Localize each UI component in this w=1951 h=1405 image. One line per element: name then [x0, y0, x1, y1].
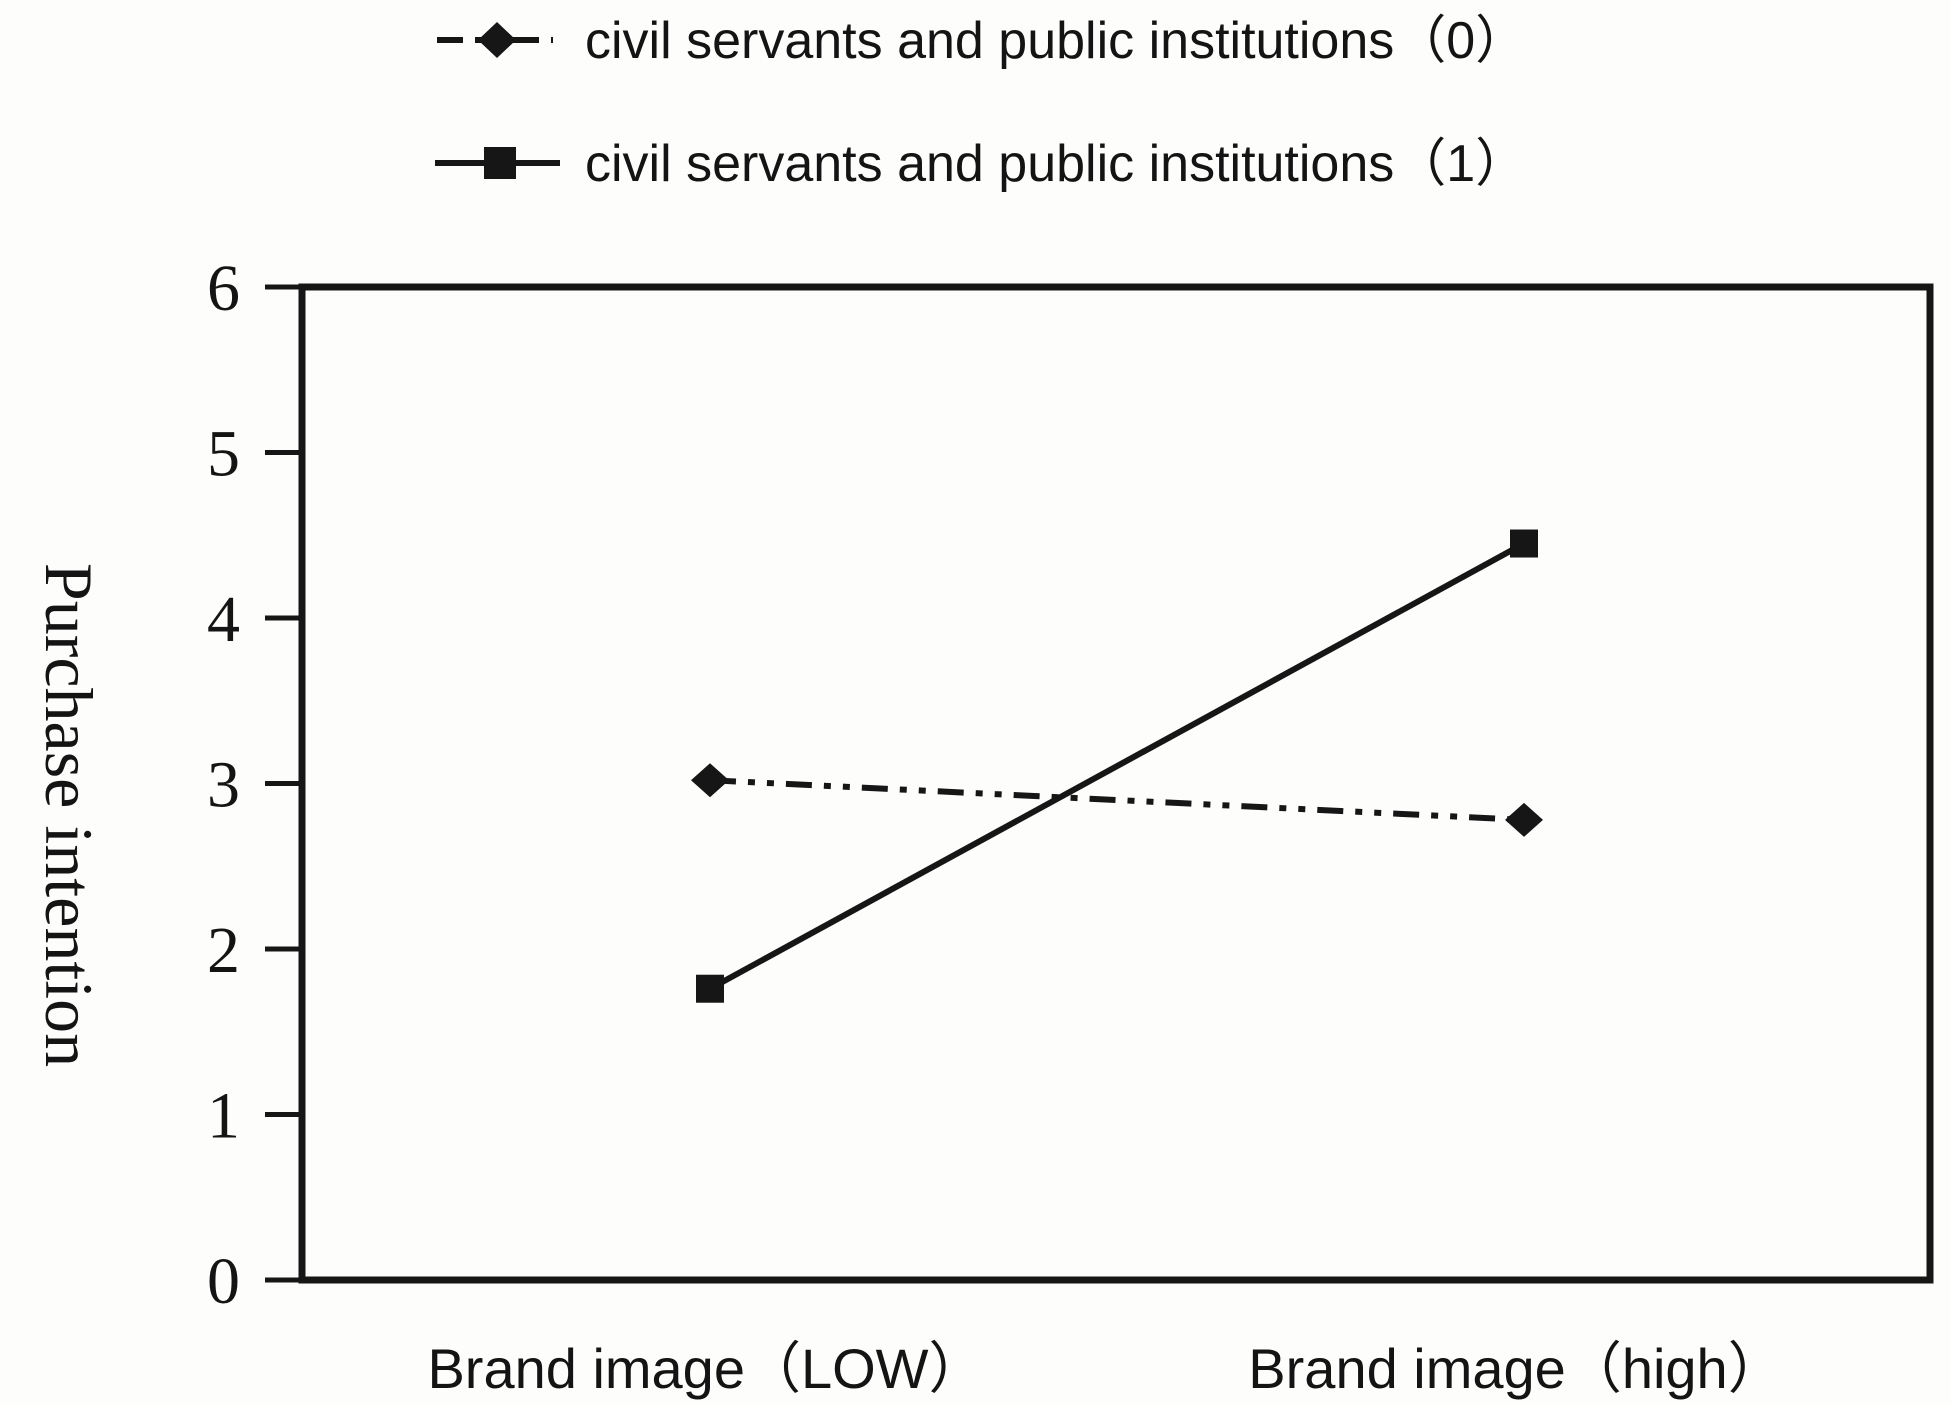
y-tick-label: 2 — [207, 914, 240, 987]
x-tick-label-high: Brand image（high） — [1248, 1337, 1783, 1400]
square-marker — [696, 974, 724, 1003]
plot-frame — [298, 283, 1934, 1284]
y-tick-label: 5 — [207, 418, 240, 491]
y-tick-label: 6 — [207, 252, 240, 325]
series-line-0 — [709, 777, 1525, 823]
diamond-marker — [691, 763, 729, 798]
y-tick-label: 0 — [207, 1245, 240, 1318]
legend-diamond-icon — [478, 22, 516, 58]
square-marker — [1510, 529, 1538, 558]
legend: civil servants and public institutions（0… — [435, 12, 1527, 193]
legend-label-series0: civil servants and public institutions（0… — [585, 12, 1527, 70]
y-axis-ticks: 0 1 2 3 4 5 6 — [207, 252, 302, 1318]
x-tick-label-low: Brand image（LOW） — [427, 1337, 984, 1400]
y-axis-label: Purchase intention — [31, 563, 107, 1067]
series-line-1 — [708, 540, 1526, 992]
y-tick-label: 1 — [207, 1080, 240, 1153]
legend-item-series1: civil servants and public institutions（1… — [435, 135, 1527, 193]
diamond-marker — [1505, 802, 1543, 837]
series-lines — [691, 529, 1543, 1003]
legend-square-icon — [484, 147, 516, 179]
y-tick-label: 4 — [207, 583, 240, 656]
y-tick-label: 3 — [207, 749, 240, 822]
legend-item-series0: civil servants and public institutions（0… — [437, 12, 1527, 70]
legend-label-series1: civil servants and public institutions（1… — [585, 135, 1527, 193]
